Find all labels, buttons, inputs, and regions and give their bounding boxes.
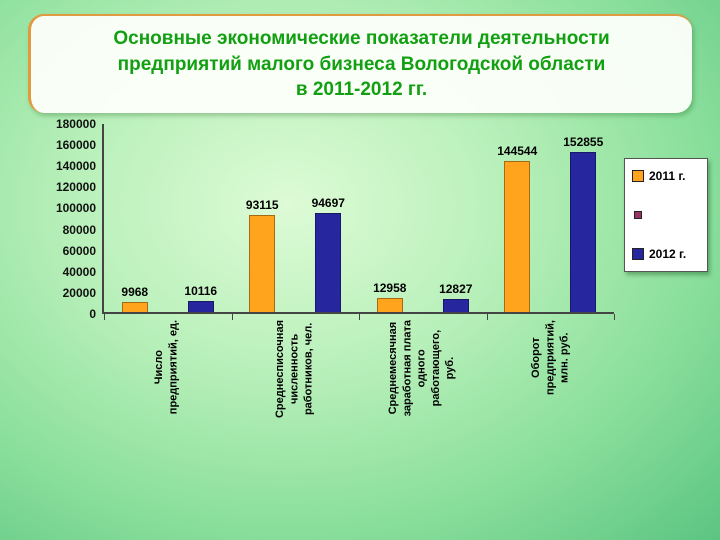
bar-2012-category-1: 10116 <box>184 284 217 312</box>
x-axis-category-label: Число предприятий, ед. <box>152 320 179 415</box>
x-axis-category-4: Оборот предприятий, млн. руб. <box>486 320 614 500</box>
y-axis-tick-label: 100000 <box>55 201 96 216</box>
bar-2011-category-3: 12958 <box>373 281 406 312</box>
x-axis-category-3: Среднемесячная заработная плата одного р… <box>358 320 486 500</box>
bar-group-3: 12958 12827 <box>359 124 487 312</box>
y-axis-tick-label: 160000 <box>55 138 96 153</box>
bar-group-4: 144544 152855 <box>487 124 615 312</box>
x-axis-tick <box>486 314 488 320</box>
legend-swatch-icon <box>632 170 644 182</box>
bar-2012-category-2: 94697 <box>312 196 345 312</box>
legend-item-2012: 2012 г. <box>632 247 700 261</box>
legend-label: 2011 г. <box>649 169 686 183</box>
chart-title-box: Основные экономические показатели деятел… <box>28 14 692 113</box>
x-axis-tick <box>614 314 615 320</box>
legend-swatch-icon <box>634 211 642 219</box>
y-axis-tick-label: 80000 <box>62 222 96 237</box>
bar-value-label: 10116 <box>184 284 218 299</box>
y-axis-tick-label: 120000 <box>55 180 96 195</box>
x-axis-category-1: Число предприятий, ед. <box>102 320 230 500</box>
y-axis-tick-label: 20000 <box>62 285 96 300</box>
bar-value-label: 12958 <box>373 281 407 296</box>
legend-swatch-icon <box>632 248 644 260</box>
x-axis-tick <box>359 314 360 320</box>
bar-value-label: 144544 <box>497 144 538 159</box>
legend-item-2011: 2011 г. <box>632 169 700 183</box>
bar-2012-category-3: 12827 <box>439 282 472 312</box>
bar-value-label: 94697 <box>311 196 345 211</box>
y-axis-tick-label: 60000 <box>62 243 96 258</box>
bar-2012-category-4: 152855 <box>563 135 603 312</box>
bar-value-label: 9968 <box>121 284 149 299</box>
bar-2011-category-1: 9968 <box>121 285 148 312</box>
x-axis-labels: Число предприятий, ед. Среднесписочная чи… <box>102 320 614 500</box>
legend-label: 2012 г. <box>649 247 687 261</box>
x-axis-tick <box>231 314 233 320</box>
legend-item-unused <box>632 211 700 219</box>
y-axis-tick-label: 0 <box>89 307 96 321</box>
bar-value-label: 12827 <box>439 281 473 296</box>
y-axis: 180000 160000 140000 120000 100000 80000 60000… <box>0 117 100 321</box>
x-axis-category-label: Оборот предприятий, млн. руб. <box>529 320 571 395</box>
plot-area: 9968 10116 93115 94697 12958 12827 144544 15285… <box>102 124 615 320</box>
bar-value-label: 93115 <box>245 197 279 212</box>
x-axis-category-label: Среднесписочная численность работников, … <box>273 320 315 419</box>
chart-title: Основные экономические показатели деятел… <box>113 28 610 101</box>
legend: 2011 г. 2012 г. <box>624 158 708 272</box>
y-axis-tick-label: 40000 <box>62 264 96 279</box>
y-axis-tick-label: 140000 <box>55 159 96 174</box>
bar-group-2: 93115 94697 <box>232 124 360 312</box>
x-axis-category-label: Среднемесячная заработная плата одного р… <box>387 320 457 417</box>
bar-group-1: 9968 10116 <box>104 124 232 312</box>
y-axis-tick-label: 180000 <box>55 117 96 131</box>
x-axis-category-2: Среднесписочная численность работников, … <box>230 320 358 500</box>
x-axis-tick <box>104 314 105 320</box>
bar-2011-category-2: 93115 <box>246 198 279 312</box>
bar-2011-category-4: 144544 <box>497 144 537 312</box>
bar-value-label: 152855 <box>563 135 604 150</box>
